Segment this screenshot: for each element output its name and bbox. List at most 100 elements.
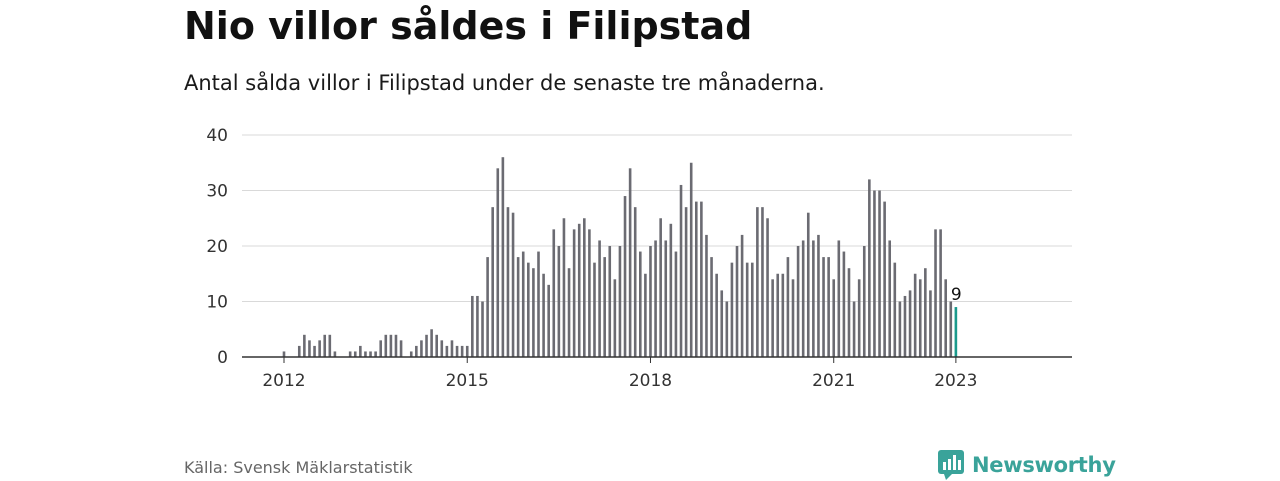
bar bbox=[399, 340, 403, 357]
bar bbox=[924, 268, 927, 357]
bar bbox=[796, 246, 800, 357]
bar bbox=[929, 290, 932, 357]
bar bbox=[623, 196, 627, 357]
bar bbox=[644, 273, 647, 357]
bar bbox=[476, 295, 479, 357]
bar bbox=[745, 262, 749, 357]
x-tick-label: 2018 bbox=[629, 371, 672, 391]
bar bbox=[847, 268, 851, 357]
bar bbox=[740, 234, 744, 357]
bar bbox=[771, 279, 774, 357]
x-tick-label: 2023 bbox=[934, 371, 977, 391]
bar bbox=[618, 246, 622, 357]
source-note: Källa: Svensk Mäklarstatistik bbox=[184, 458, 413, 477]
bar bbox=[567, 268, 571, 357]
bar bbox=[328, 334, 332, 357]
bar bbox=[720, 290, 724, 357]
y-tick-label: 0 bbox=[217, 348, 228, 368]
bar bbox=[949, 301, 953, 357]
x-tick-label: 2021 bbox=[812, 371, 855, 391]
bar bbox=[603, 257, 606, 357]
bar bbox=[542, 273, 545, 357]
bar bbox=[471, 295, 474, 357]
bar bbox=[654, 240, 657, 357]
bar bbox=[649, 246, 652, 357]
bar-latest bbox=[954, 307, 958, 357]
bar bbox=[613, 279, 617, 357]
bar bbox=[857, 279, 861, 357]
bar bbox=[537, 251, 540, 357]
latest-value-label: 9 bbox=[951, 285, 962, 305]
bar bbox=[832, 279, 836, 357]
bar bbox=[313, 345, 316, 357]
bar bbox=[440, 340, 444, 357]
bar bbox=[598, 240, 601, 357]
bar bbox=[333, 351, 337, 357]
bar bbox=[659, 218, 662, 357]
bar bbox=[588, 229, 591, 357]
gridlines bbox=[242, 134, 1072, 302]
bar bbox=[766, 218, 769, 357]
bar bbox=[323, 334, 327, 357]
bar bbox=[842, 251, 846, 357]
bar bbox=[496, 168, 500, 357]
bar bbox=[506, 207, 510, 357]
bar bbox=[918, 279, 922, 357]
bar bbox=[801, 240, 805, 357]
bar bbox=[837, 240, 841, 357]
bar bbox=[898, 301, 902, 357]
bar bbox=[893, 262, 897, 357]
bar bbox=[939, 229, 942, 357]
bar bbox=[318, 340, 321, 357]
bar bbox=[425, 334, 428, 357]
bars bbox=[282, 157, 958, 357]
bar bbox=[389, 334, 393, 357]
bar bbox=[710, 257, 713, 357]
bar bbox=[674, 251, 678, 357]
bar bbox=[374, 351, 377, 357]
bar bbox=[868, 179, 871, 357]
bar bbox=[348, 351, 352, 357]
bar bbox=[562, 218, 566, 357]
bar bbox=[384, 334, 388, 357]
y-tick-label: 40 bbox=[206, 126, 228, 146]
bar bbox=[527, 262, 530, 357]
bar bbox=[725, 301, 729, 357]
bar bbox=[552, 229, 556, 357]
bar bbox=[308, 340, 311, 357]
bar bbox=[730, 262, 734, 357]
y-tick-label: 20 bbox=[206, 237, 228, 257]
bar bbox=[359, 345, 362, 357]
bar bbox=[705, 234, 708, 357]
bar bbox=[888, 240, 892, 357]
bar bbox=[455, 345, 459, 357]
bar bbox=[633, 207, 637, 357]
bar bbox=[791, 279, 795, 357]
bar bbox=[628, 168, 632, 357]
x-tick-label: 2015 bbox=[446, 371, 489, 391]
bar bbox=[903, 295, 907, 357]
bar bbox=[572, 229, 576, 357]
bar bbox=[756, 207, 759, 357]
bar bbox=[878, 190, 881, 357]
bar bbox=[700, 201, 703, 357]
bar bbox=[781, 273, 785, 357]
bar bbox=[817, 234, 820, 357]
brand-name: Newsworthy bbox=[972, 453, 1116, 477]
bar bbox=[934, 229, 937, 357]
bar bbox=[430, 329, 433, 357]
bar bbox=[639, 251, 642, 357]
bar bbox=[913, 273, 917, 357]
bar bbox=[353, 351, 357, 357]
bar bbox=[303, 334, 306, 357]
bar bbox=[852, 301, 856, 357]
bar bbox=[481, 301, 484, 357]
bar bbox=[516, 257, 520, 357]
bar bbox=[593, 262, 596, 357]
bar bbox=[822, 257, 825, 357]
bar bbox=[364, 351, 367, 357]
bar bbox=[750, 262, 754, 357]
x-tick-label: 2012 bbox=[262, 371, 305, 391]
bar bbox=[664, 240, 668, 357]
bar bbox=[491, 207, 494, 357]
